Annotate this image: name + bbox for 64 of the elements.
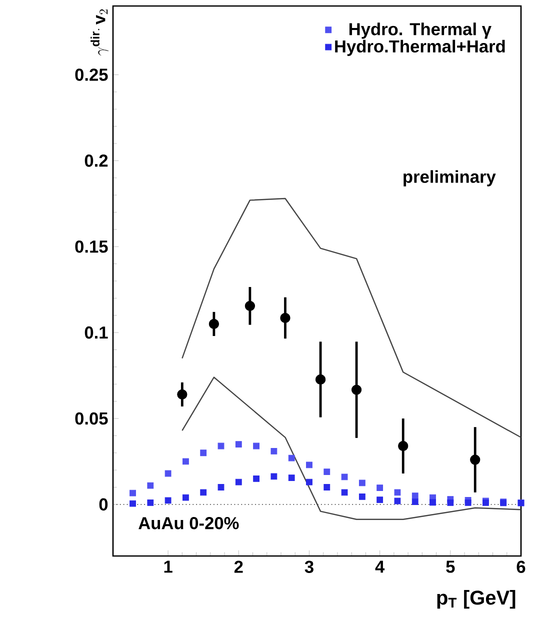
point bbox=[182, 494, 189, 501]
point bbox=[288, 454, 295, 462]
point bbox=[288, 474, 295, 481]
x-axis-title: p$_{T}$ [GeV] bbox=[437, 590, 516, 609]
y-axis-title: $\gamma^{\mathbf{dir.}}\,\mathbf{v}_{2}$ bbox=[90, 9, 109, 56]
point bbox=[315, 374, 326, 385]
point bbox=[398, 440, 408, 452]
point bbox=[235, 441, 242, 448]
point bbox=[182, 458, 189, 465]
point bbox=[376, 484, 384, 491]
y-tick-label: 0.15 bbox=[75, 240, 108, 253]
point bbox=[147, 482, 154, 489]
point bbox=[200, 489, 207, 496]
x-tick-label: 3 bbox=[304, 560, 314, 573]
point bbox=[200, 450, 207, 456]
point bbox=[358, 480, 366, 486]
point bbox=[270, 473, 278, 480]
point bbox=[430, 499, 436, 506]
point bbox=[470, 454, 480, 465]
y-tick-label: 0.2 bbox=[84, 154, 108, 167]
point bbox=[147, 500, 154, 506]
point bbox=[306, 478, 312, 486]
point bbox=[218, 442, 224, 450]
point bbox=[130, 490, 136, 496]
point bbox=[218, 484, 224, 490]
point bbox=[270, 448, 278, 454]
point bbox=[412, 498, 418, 506]
point bbox=[376, 496, 384, 503]
point bbox=[341, 489, 348, 496]
point bbox=[412, 492, 418, 500]
point bbox=[253, 475, 260, 482]
point bbox=[324, 484, 330, 490]
point bbox=[447, 500, 454, 506]
point bbox=[394, 489, 401, 496]
x-tick-label: 5 bbox=[446, 560, 455, 573]
annotation: preliminary bbox=[404, 170, 496, 186]
point bbox=[164, 470, 172, 477]
point bbox=[358, 493, 366, 500]
legend-label: Hydro. Thermal γ bbox=[349, 22, 492, 39]
point bbox=[306, 462, 312, 468]
point bbox=[394, 498, 401, 504]
point bbox=[351, 384, 362, 395]
y-tick-label: 0.25 bbox=[75, 68, 108, 81]
x-tick-label: 4 bbox=[375, 560, 385, 573]
point bbox=[464, 500, 472, 506]
point bbox=[244, 300, 256, 311]
y-tick-label: 0.1 bbox=[84, 326, 108, 339]
x-tick-label: 1 bbox=[164, 560, 172, 573]
point bbox=[235, 478, 242, 486]
point bbox=[164, 497, 172, 504]
y-tick-label: 0 bbox=[99, 498, 108, 511]
point bbox=[280, 312, 290, 324]
annotation: AuAu 0-20% bbox=[138, 517, 239, 530]
y-tick-label: 0.05 bbox=[75, 412, 108, 425]
point bbox=[130, 500, 136, 507]
point bbox=[177, 389, 188, 400]
point bbox=[253, 442, 260, 450]
point bbox=[208, 318, 220, 330]
point bbox=[341, 474, 348, 480]
x-tick-label: 2 bbox=[234, 560, 243, 573]
point bbox=[324, 468, 330, 475]
legend-label: Hydro.Thermal+Hard bbox=[335, 40, 505, 56]
line-series bbox=[182, 198, 521, 438]
x-tick-label: 6 bbox=[516, 560, 526, 573]
